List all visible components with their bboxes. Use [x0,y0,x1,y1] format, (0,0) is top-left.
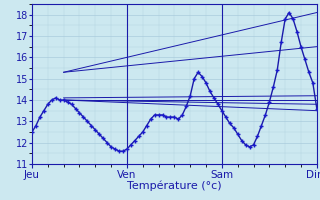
X-axis label: Température (°c): Température (°c) [127,181,222,191]
